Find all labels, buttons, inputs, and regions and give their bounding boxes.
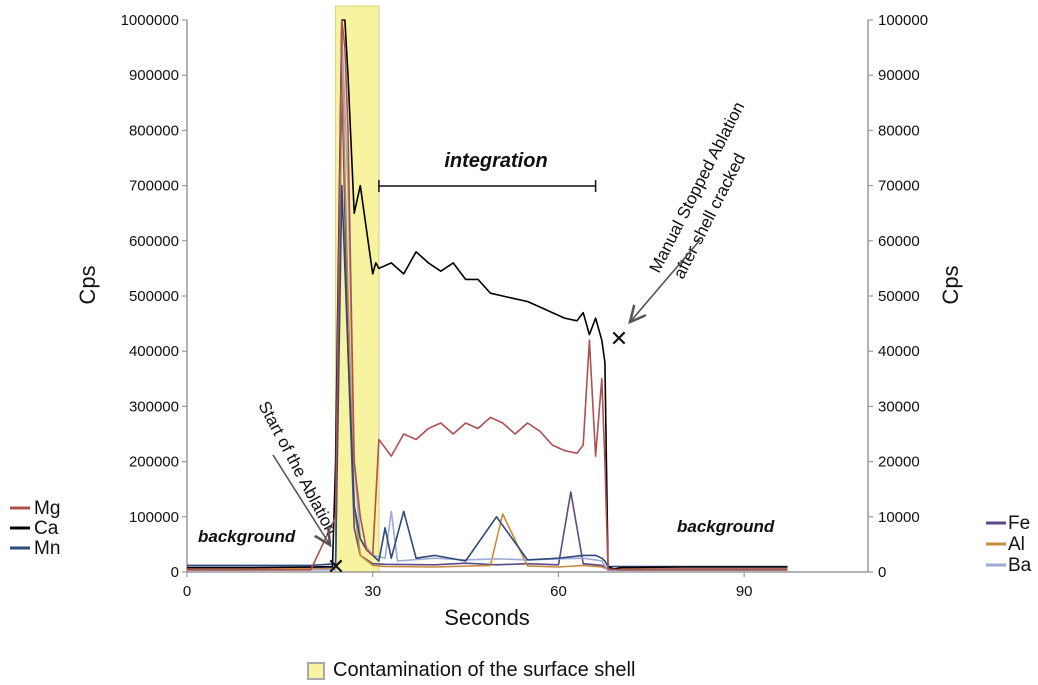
x-tick-label: 0	[183, 583, 191, 600]
y-left-tick-label: 600000	[129, 233, 179, 250]
y-left-tick-label: 0	[171, 564, 179, 581]
y-right-tick-label: 90000	[878, 67, 920, 84]
series-line-al	[186, 46, 788, 571]
x-tick-label: 60	[550, 583, 567, 600]
series-group	[186, 19, 788, 572]
x-tick-label: 30	[364, 583, 381, 600]
y-left-tick-label: 700000	[129, 178, 179, 195]
background-label-right: background	[677, 517, 775, 536]
footer-legend: Contamination of the surface shell	[307, 659, 635, 682]
y-left-tick-label: 200000	[129, 454, 179, 471]
y-right-tick-label: 60000	[878, 233, 920, 250]
contamination-swatch	[307, 661, 325, 680]
y-right-tick-label: 30000	[878, 398, 920, 415]
y-left-tick-label: 900000	[129, 67, 179, 84]
x-axis-title: Seconds	[444, 605, 530, 630]
series-line-ba	[186, 30, 788, 572]
y-right-tick-label: 20000	[878, 454, 920, 471]
legend-label-al: Al	[1008, 534, 1025, 555]
legend-label-mg: Mg	[34, 498, 60, 519]
footer-legend-label: Contamination of the surface shell	[333, 659, 636, 681]
y-left-tick-label: 500000	[129, 288, 179, 305]
y-right-tick-label: 10000	[878, 509, 920, 526]
y-right-tick-label: 50000	[878, 288, 920, 305]
legend-label-ca: Ca	[34, 518, 59, 539]
y-right-tick-label: 80000	[878, 122, 920, 139]
y-left-tick-label: 300000	[129, 398, 179, 415]
integration-bracket	[378, 180, 597, 192]
legend-label-mn: Mn	[34, 538, 60, 559]
legend-label-ba: Ba	[1008, 555, 1032, 576]
start-ablation-label: Start of the Ablation	[254, 398, 340, 538]
start-marker: ✕	[327, 555, 345, 580]
y-right-tick-label: 0	[878, 564, 886, 581]
y-right-ticks: 0 10000 20000 30000 40000 50000 60000 70000 8000…	[868, 12, 928, 581]
legend-label-fe: Fe	[1008, 513, 1030, 534]
y-left-ticks: 0 100000 200000 300000 400000 500000 600000 700…	[121, 12, 187, 581]
y-right-tick-label: 40000	[878, 343, 920, 360]
background-label-left: background	[198, 527, 296, 546]
y-right-tick-label: 70000	[878, 178, 920, 195]
integration-label: integration	[444, 150, 547, 172]
y-left-tick-label: 800000	[129, 122, 179, 139]
y-axis-title-left: Cps	[75, 265, 100, 304]
y-left-tick-label: 400000	[129, 343, 179, 360]
series-line-ca	[187, 19, 788, 571]
y-right-tick-label: 100000	[878, 12, 928, 29]
stop-marker: ✕	[610, 327, 628, 352]
x-tick-label: 90	[736, 583, 753, 600]
start-ablation-arrow	[272, 454, 330, 545]
x-ticks: 0 30 60 90	[183, 572, 753, 600]
series-line-mn	[187, 184, 788, 568]
series-line-mg	[187, 19, 788, 571]
manual-stop-arrow	[630, 239, 701, 322]
y-axis-title-right: Cps	[938, 265, 963, 304]
y-left-tick-label: 100000	[129, 509, 179, 526]
y-left-tick-label: 1000000	[121, 12, 179, 29]
